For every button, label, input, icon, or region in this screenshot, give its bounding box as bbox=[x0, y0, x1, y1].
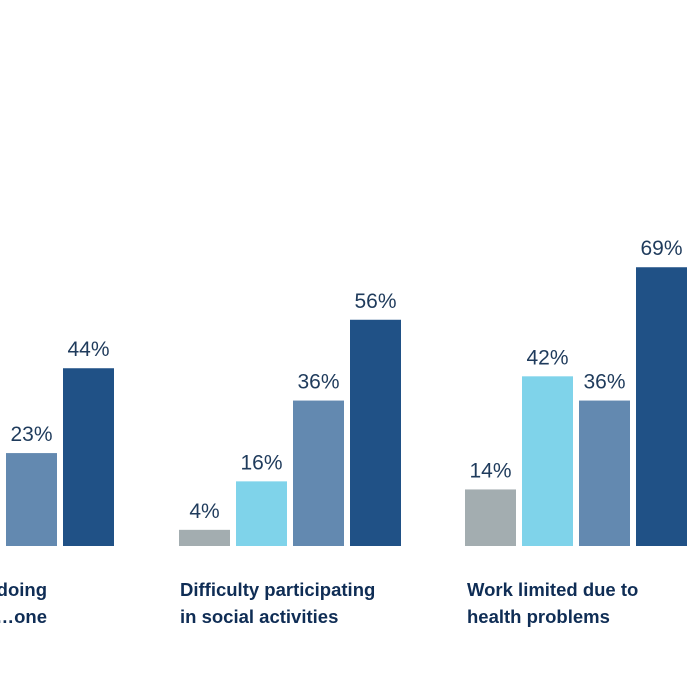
value-label-g2-s1: 42% bbox=[526, 346, 568, 369]
bar-g2-s0 bbox=[465, 489, 516, 546]
category-label-line: Difficulty participating bbox=[180, 579, 376, 600]
value-label-g1-s1: 16% bbox=[240, 451, 282, 474]
bar-g1-s2 bbox=[293, 400, 344, 546]
category-label-line: …one bbox=[0, 606, 47, 627]
value-label-g1-s0: 4% bbox=[189, 500, 219, 523]
category-label-1: Difficulty participating in social activi… bbox=[180, 576, 375, 630]
value-label-g1-s3: 56% bbox=[354, 290, 396, 313]
bar-g2-s2 bbox=[579, 400, 630, 546]
value-label-g0-s2: 23% bbox=[10, 423, 52, 446]
bar-g1-s1 bbox=[236, 481, 287, 546]
value-label-g1-s2: 36% bbox=[297, 371, 339, 394]
bar-g2-s3 bbox=[636, 267, 687, 546]
category-label-line: …doing bbox=[0, 579, 47, 600]
bar-g0-s2 bbox=[6, 453, 57, 546]
bar-g1-s3 bbox=[350, 319, 401, 546]
bar-g1-s0 bbox=[179, 529, 230, 546]
category-label-line: health problems bbox=[467, 606, 610, 627]
value-label-g2-s0: 14% bbox=[469, 459, 511, 482]
value-label-g2-s2: 36% bbox=[583, 371, 625, 394]
bar-g2-s1 bbox=[522, 376, 573, 546]
category-label-2: Work limited due to health problems bbox=[467, 576, 638, 630]
value-label-g0-s3: 44% bbox=[67, 338, 109, 361]
value-label-g2-s3: 69% bbox=[640, 237, 682, 260]
category-label-0: …doing …one bbox=[0, 576, 47, 630]
category-label-line: Work limited due to bbox=[467, 579, 639, 600]
category-label-line: in social activities bbox=[180, 606, 339, 627]
bar-g0-s3 bbox=[63, 368, 114, 546]
